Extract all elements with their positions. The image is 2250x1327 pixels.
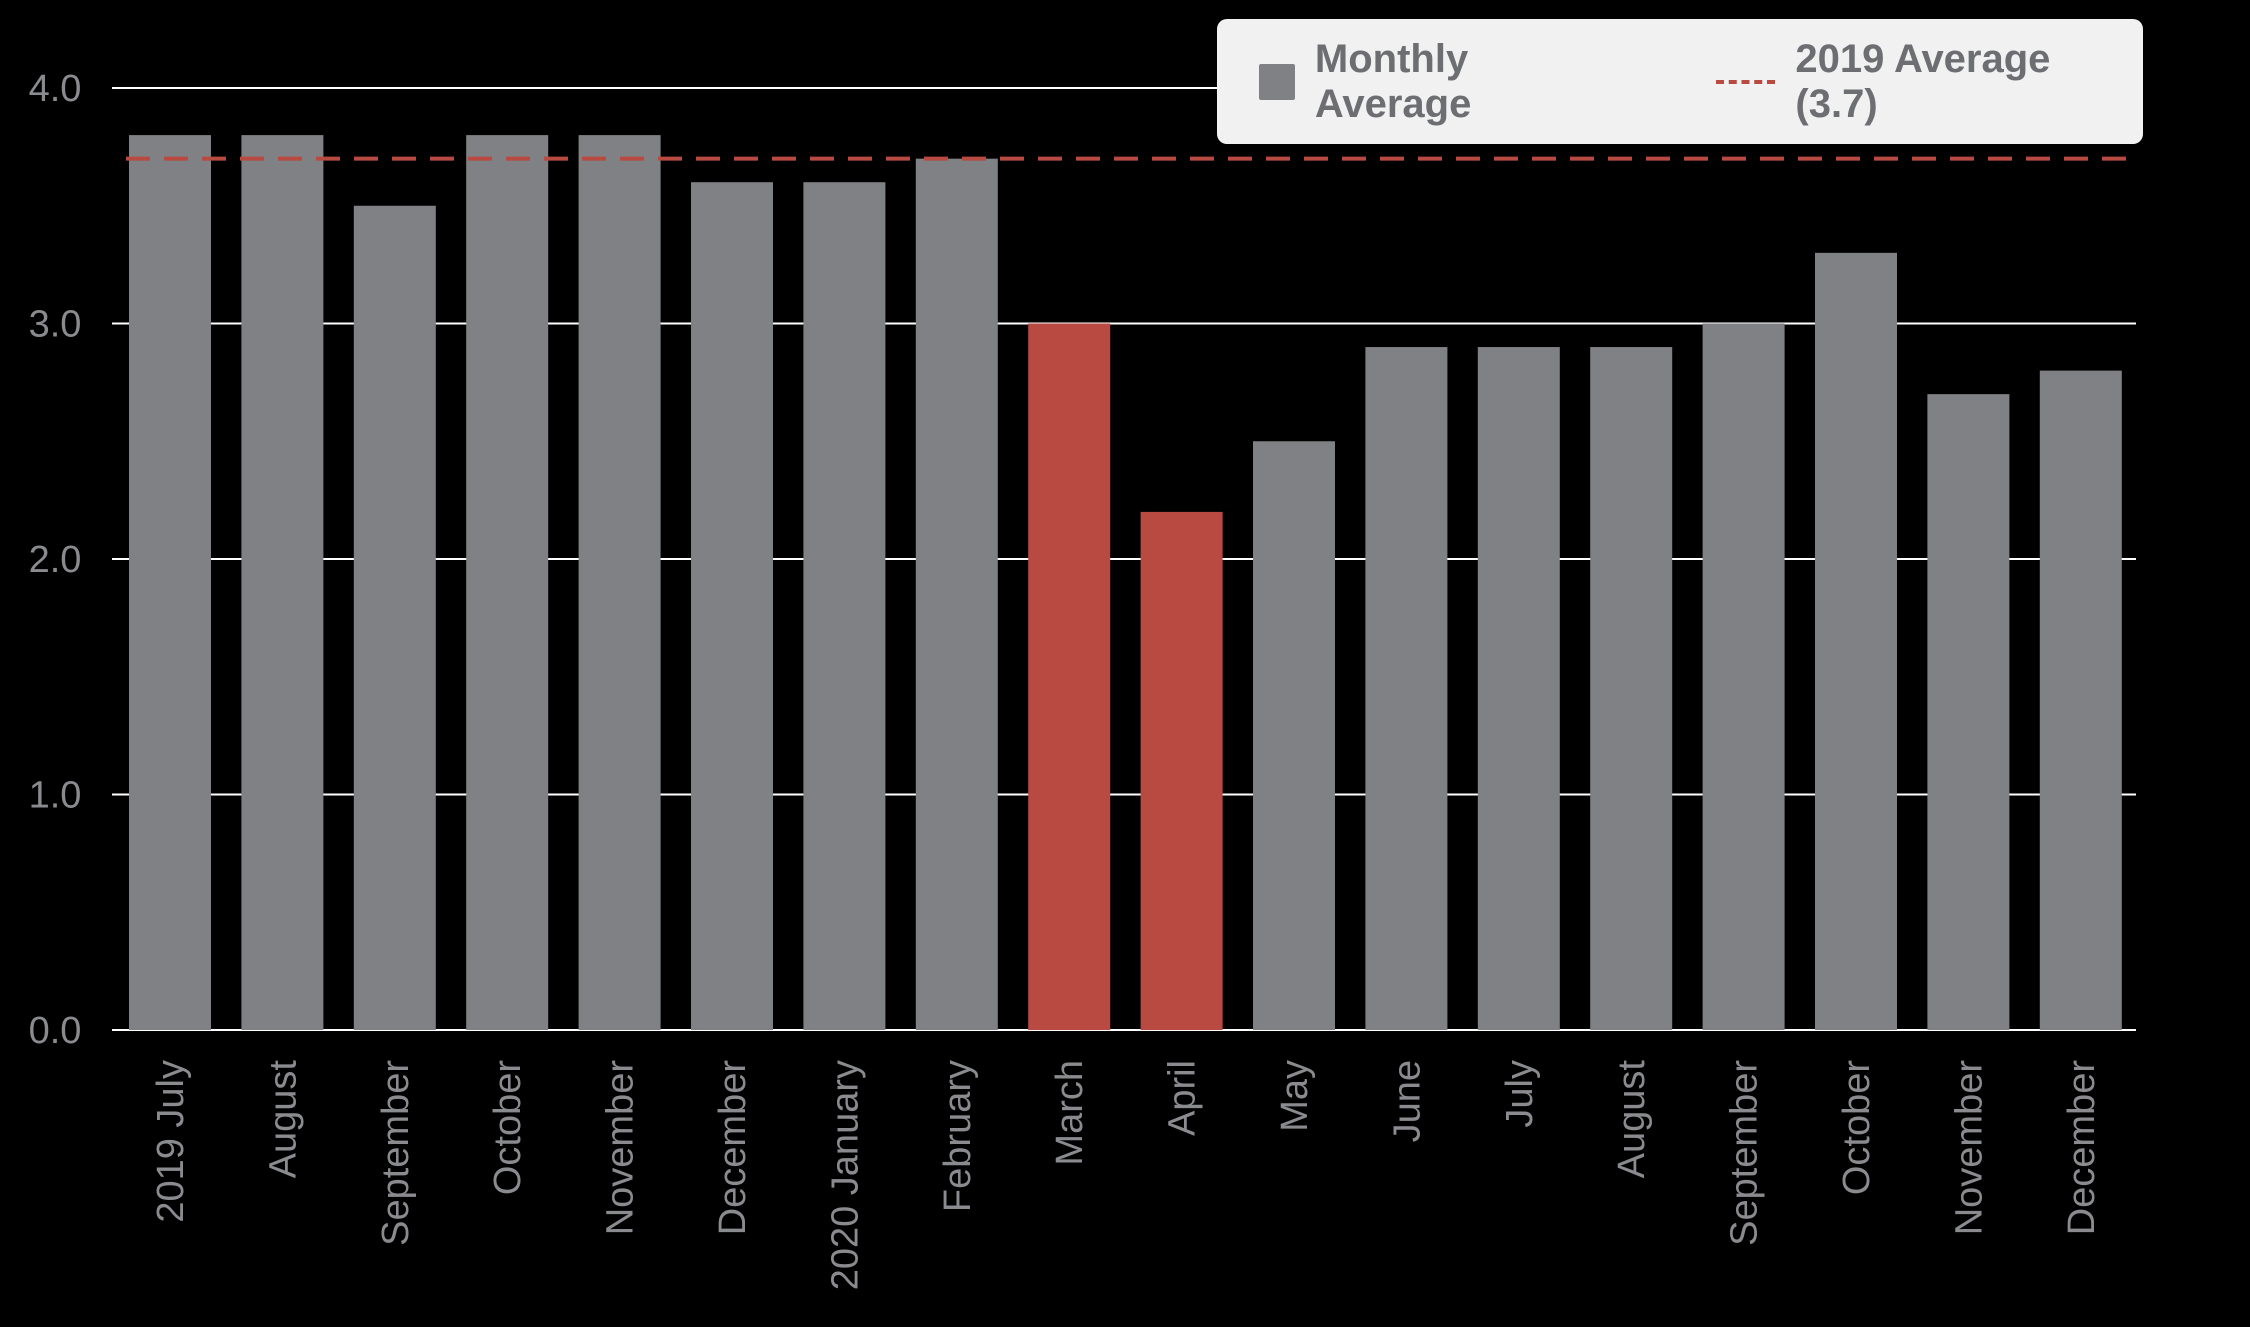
bar-3 <box>466 135 549 1031</box>
y-tick-label: 2.0 <box>29 539 82 581</box>
bar-4 <box>578 135 661 1031</box>
x-tick-label: November <box>1948 1060 1990 1236</box>
legend-item-monthly-average: Monthly Average <box>1217 37 1634 127</box>
x-tick-label: August <box>1611 1060 1653 1179</box>
bar-8 <box>1028 323 1111 1030</box>
x-axis-labels: 2019 July August September October November D… <box>150 1060 2103 1291</box>
bars <box>129 135 2122 1031</box>
y-tick-label: 3.0 <box>29 304 82 346</box>
bar-15 <box>1815 252 1897 1031</box>
legend-label-2019-average: 2019 Average (3.7) <box>1795 36 2051 126</box>
x-tick-label: October <box>1836 1060 1878 1196</box>
bar-14 <box>1702 323 1785 1030</box>
x-tick-label: June <box>1386 1060 1428 1142</box>
x-tick-label: December <box>2061 1060 2103 1236</box>
legend-label-monthly-average: Monthly Average <box>1314 36 1472 126</box>
x-tick-label: September <box>375 1060 417 1246</box>
bar-0 <box>129 135 211 1031</box>
x-tick-label: March <box>1049 1060 1091 1166</box>
gridlines <box>112 87 2136 1031</box>
legend-item-2019-average: 2019 Average (3.7) <box>1634 37 2143 127</box>
y-tick-label: 0.0 <box>29 1010 82 1052</box>
bar-12 <box>1477 347 1560 1030</box>
x-tick-label: August <box>262 1060 304 1179</box>
x-tick-label: July <box>1499 1060 1541 1128</box>
x-tick-label: November <box>600 1060 642 1236</box>
bar-9 <box>1140 511 1223 1030</box>
x-tick-label: October <box>487 1060 529 1196</box>
x-tick-label: February <box>937 1060 979 1212</box>
bar-7 <box>915 158 998 1030</box>
bar-6 <box>803 182 886 1030</box>
legend-swatch-bar <box>1259 63 1295 100</box>
y-tick-label: 4.0 <box>29 68 82 110</box>
bar-17 <box>2039 370 2122 1031</box>
x-tick-label: May <box>1274 1060 1316 1132</box>
legend: Monthly Average 2019 Average (3.7) <box>1217 19 2143 144</box>
x-tick-label: 2019 July <box>150 1060 192 1223</box>
x-tick-label: 2020 January <box>824 1060 866 1290</box>
bar-10 <box>1253 441 1335 1030</box>
y-axis-ticks: 0.0 1.0 2.0 3.0 4.0 <box>29 68 82 1052</box>
bar-1 <box>241 135 324 1031</box>
x-tick-label: December <box>712 1060 754 1236</box>
legend-swatch-dashed-line <box>1715 79 1776 84</box>
bar-2 <box>353 205 436 1030</box>
x-tick-label: April <box>1162 1060 1204 1136</box>
bar-13 <box>1590 347 1673 1030</box>
y-tick-label: 1.0 <box>29 775 82 817</box>
bar-16 <box>1927 394 2010 1030</box>
x-tick-label: September <box>1724 1060 1766 1246</box>
bar-5 <box>691 182 773 1030</box>
bar-11 <box>1365 347 1448 1030</box>
